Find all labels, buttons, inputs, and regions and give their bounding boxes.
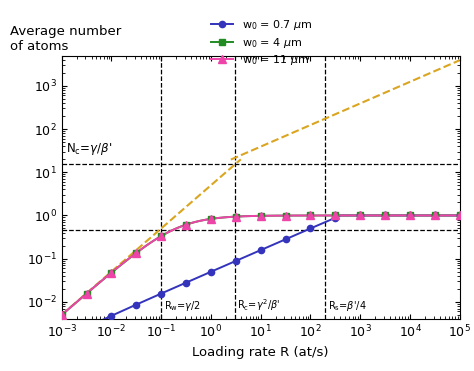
Text: R$_\mathrm{c}$=$\gamma^2$/$\beta$': R$_\mathrm{c}$=$\gamma^2$/$\beta$'	[237, 297, 281, 313]
X-axis label: Loading rate R (at/s): Loading rate R (at/s)	[192, 346, 329, 359]
Text: N$_\mathrm{c}$=$\gamma$/$\beta$': N$_\mathrm{c}$=$\gamma$/$\beta$'	[65, 141, 112, 157]
Text: Average number
of atoms: Average number of atoms	[10, 25, 121, 53]
Text: R$_\mathrm{s}$=$\beta$'/4: R$_\mathrm{s}$=$\beta$'/4	[328, 299, 366, 313]
Text: R$_\mathrm{w}$=$\gamma$/2: R$_\mathrm{w}$=$\gamma$/2	[164, 299, 201, 313]
Legend: w$_0$ = 0.7 $\mu$m, w$_0$ = 4 $\mu$m, w$_0$ = 11 $\mu$m: w$_0$ = 0.7 $\mu$m, w$_0$ = 4 $\mu$m, w$…	[207, 14, 317, 71]
